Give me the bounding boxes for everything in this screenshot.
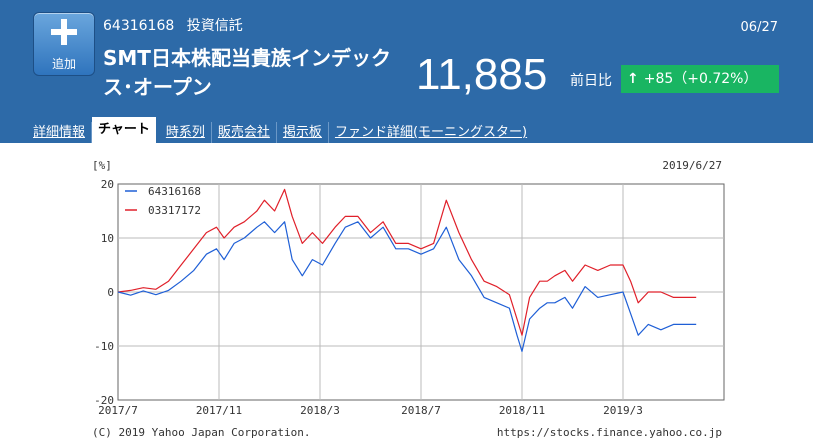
fund-name: SMT日本株配当貴族インデックス･オープン [103,46,391,99]
y-tick-label: 10 [101,232,114,245]
tab-bar: 詳細情報 チャート 時系列 販売会社 掲示板 ファンド詳細(モーニングスター) [27,117,533,143]
legend-label-series-1: 64316168 [148,185,201,198]
y-tick-label: 20 [101,178,114,191]
x-tick-label: 2019/3 [603,404,643,417]
legend: 64316168 03317172 [125,185,201,217]
y-tick-label: -20 [94,394,114,407]
tab-board[interactable]: 掲示板 [277,122,329,143]
tab-history[interactable]: 時系列 [160,122,212,143]
add-to-portfolio-button[interactable]: 追加 [33,12,95,76]
chart-date: 2019/6/27 [662,159,722,172]
fund-code-line: 64316168 投資信託 [103,15,251,35]
x-tick-label: 2018/11 [499,404,545,417]
copyright: (C) 2019 Yahoo Japan Corporation. [92,426,311,439]
tab-chart[interactable]: チャート [92,117,156,143]
fund-code: 64316168 [103,18,175,34]
price-change-text: +85（+0.72%） [643,71,758,87]
y-tick-label: -10 [94,340,114,353]
x-ticks: 2017/7 2017/11 2018/3 2018/7 2018/11 2019/3 [98,404,643,417]
source-url[interactable]: https://stocks.finance.yahoo.co.jp [497,426,722,439]
price-change-badge: ↑ +85（+0.72%） [621,65,779,93]
add-button-label: 追加 [51,57,76,71]
y-ticks: 20 10 0 -10 -20 [94,178,114,407]
tab-sellers[interactable]: 販売会社 [212,122,277,143]
fund-header: 追加 64316168 投資信託 06/27 SMT日本株配当貴族インデックス･… [0,0,813,143]
y-axis-unit: [%] [92,159,112,172]
fund-category: 投資信託 [186,18,243,34]
series-line-03317172 [117,188,697,336]
tab-morningstar[interactable]: ファンド詳細(モーニングスター) [334,125,528,140]
prev-day-label: 前日比 [570,73,612,89]
arrow-up-icon: ↑ [627,71,639,87]
fund-price: 11,885 [416,50,548,99]
y-tick-label: 0 [107,286,114,299]
quote-date: 06/27 [740,20,778,35]
x-tick-label: 2018/3 [300,404,340,417]
series-line-64316168 [117,221,697,352]
legend-label-series-2: 03317172 [148,204,201,217]
series-lines [117,188,697,352]
x-tick-label: 2018/7 [401,404,441,417]
tab-details[interactable]: 詳細情報 [27,122,93,143]
x-tick-label: 2017/11 [196,404,242,417]
x-tick-label: 2017/7 [98,404,138,417]
plus-icon [51,19,77,45]
